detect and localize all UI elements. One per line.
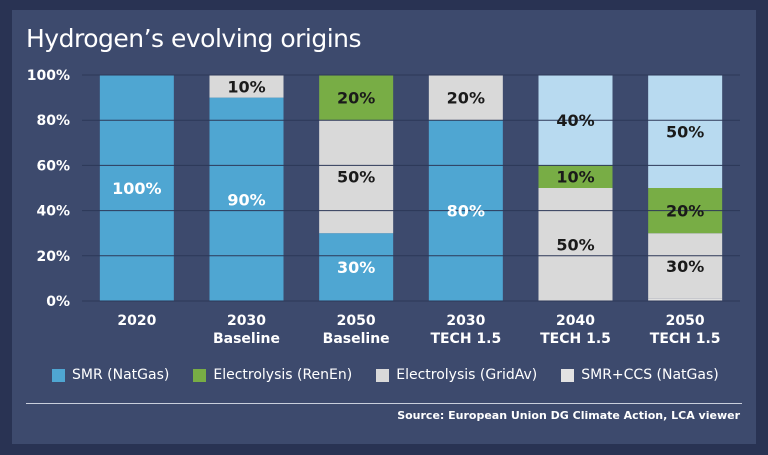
x-tick-label: 2050 [666, 313, 705, 329]
legend-swatch [52, 368, 65, 382]
legend-label: SMR (NatGas) [72, 367, 170, 383]
x-tick-label: 2030 [227, 313, 266, 329]
data-label: 80% [447, 202, 485, 221]
bar-segment [209, 75, 284, 98]
x-tick-label: TECH 1.5 [650, 331, 721, 347]
bar-segment [319, 120, 394, 234]
bar-segment [648, 233, 723, 299]
legend-label: SMR+CCS (NatGas) [581, 367, 719, 383]
y-tick-label: 0% [46, 294, 70, 310]
x-tick-label: 2020 [117, 313, 156, 329]
data-label: 20% [666, 202, 704, 221]
bar-segment [648, 298, 723, 301]
data-label: 50% [556, 236, 594, 255]
bar-segment [648, 75, 723, 188]
y-tick-label: 20% [36, 249, 70, 265]
legend-label: Electrolysis (RenEn) [213, 367, 353, 383]
bar-segment [99, 75, 174, 301]
bar-segment [209, 97, 284, 301]
data-label: 20% [337, 89, 375, 108]
chart-panel: Hydrogen’s evolving origins 0% 20% 40% 60% 8… [12, 10, 756, 444]
x-tick-label: 2030 [446, 313, 485, 329]
data-label: 30% [337, 258, 375, 277]
bar-segment [538, 165, 613, 188]
y-tick-label: 80% [36, 113, 70, 129]
data-label: 50% [337, 168, 375, 187]
data-label: 50% [666, 123, 704, 142]
stacked-bar-chart: 0% 20% 40% 60% 80% 100% 100% 90% 10% 30% 50% 20% 80%… [27, 68, 740, 347]
data-label: 40% [556, 111, 594, 130]
legend-item: SMR+CCS (NatGas) [561, 367, 719, 383]
data-label: 10% [556, 168, 594, 187]
bar-segment [538, 188, 613, 301]
x-tick-label: TECH 1.5 [540, 331, 611, 347]
bar-segment [428, 75, 503, 121]
legend-swatch [376, 368, 390, 382]
bar-segment [319, 233, 394, 301]
x-tick-label: Baseline [213, 331, 280, 347]
data-label: 100% [112, 179, 161, 198]
legend-item: SMR (NatGas) [52, 367, 169, 383]
legend: SMR (NatGas) Electrolysis (RenEn) Electrol… [52, 367, 719, 383]
bar-segment [319, 75, 394, 121]
data-label: 20% [447, 89, 485, 108]
source-note: Source: European Union DG Climate Action… [397, 409, 740, 422]
legend-item: Electrolysis (GridAv) [376, 367, 537, 383]
x-tick-label: TECH 1.5 [430, 331, 501, 347]
x-tick-label: 2050 [337, 313, 376, 329]
y-tick-label: 60% [36, 158, 70, 174]
legend-swatch [193, 368, 207, 382]
data-label: 30% [666, 257, 704, 276]
data-label: 90% [227, 190, 265, 209]
x-tick-label: Baseline [323, 331, 390, 347]
legend-label: Electrolysis (GridAv) [396, 367, 538, 383]
chart-title: Hydrogen’s evolving origins [26, 24, 362, 53]
legend-swatch [561, 368, 575, 382]
y-tick-label: 100% [27, 68, 70, 84]
legend-item: Electrolysis (RenEn) [193, 367, 352, 383]
x-tick-label: 2040 [556, 313, 595, 329]
y-tick-label: 40% [36, 204, 70, 220]
data-label: 10% [227, 77, 265, 96]
divider [26, 403, 742, 404]
